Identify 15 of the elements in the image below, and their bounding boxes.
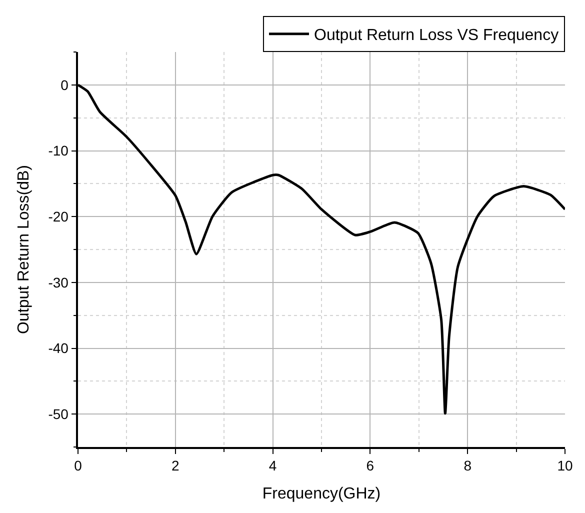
x-tick-label: 2 bbox=[172, 458, 180, 474]
y-tick-label: -10 bbox=[48, 142, 69, 159]
y-tick-label: -30 bbox=[48, 274, 69, 290]
x-tick-label: 6 bbox=[366, 458, 374, 474]
x-tick-label: 8 bbox=[464, 458, 472, 474]
x-tick-label: 4 bbox=[268, 458, 277, 474]
x-tick-label: 10 bbox=[557, 458, 573, 474]
x-tick-label: 0 bbox=[74, 458, 82, 474]
y-tick-label: 0 bbox=[60, 76, 69, 93]
y-axis-title: Output Return Loss(dB) bbox=[16, 165, 33, 334]
y-tick-label: -40 bbox=[48, 340, 69, 356]
y-tick-label: -20 bbox=[48, 208, 69, 224]
y-tick-label: -50 bbox=[48, 406, 69, 422]
legend-label: Output Return Loss VS Frequency bbox=[314, 27, 559, 44]
x-axis-title: Frequency(GHz) bbox=[262, 486, 381, 503]
